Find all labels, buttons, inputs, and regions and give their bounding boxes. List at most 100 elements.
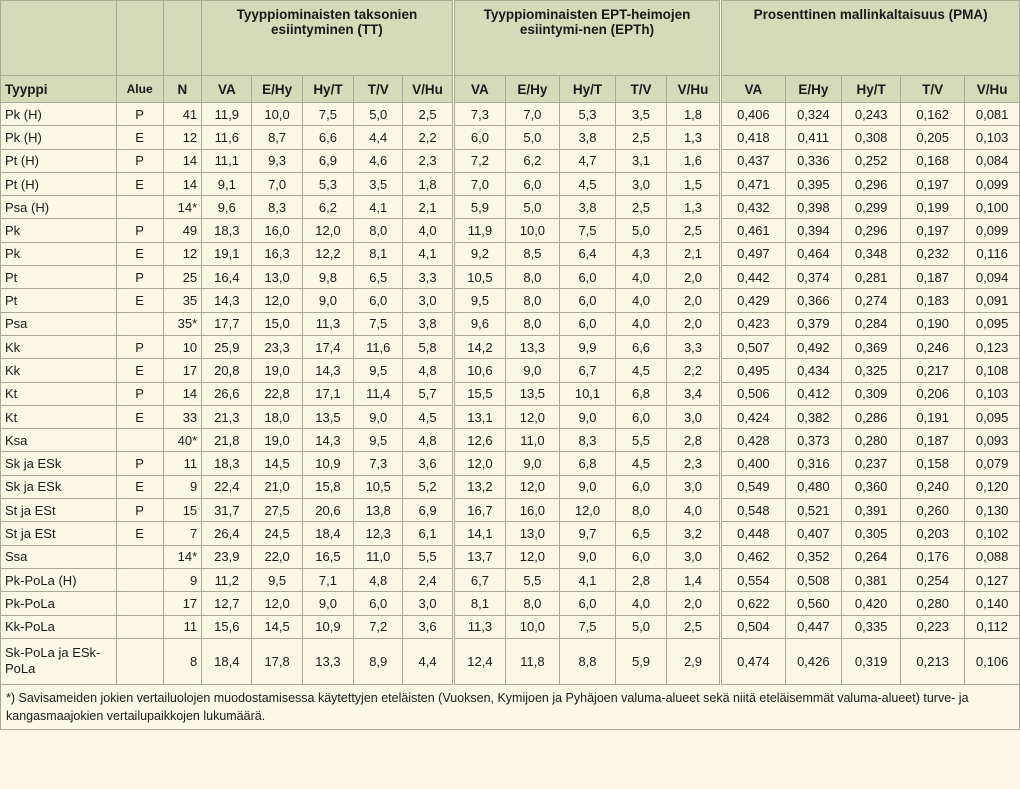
column-header-epth-vhu: V/Hu: [665, 75, 722, 103]
cell-epth: 8,0: [505, 591, 560, 616]
cell-tt: 6,5: [353, 265, 404, 290]
cell-alue: [115, 195, 164, 220]
cell-epth: 7,0: [451, 171, 507, 197]
cell-tt: 11,6: [201, 125, 253, 150]
cell-epth: 7,0: [505, 101, 560, 127]
cell-pma: 0,521: [784, 498, 843, 523]
cell-tyyppi: Kk: [0, 334, 117, 360]
cell-tt: 18,0: [251, 404, 303, 430]
cell-pma: 0,442: [719, 265, 786, 290]
cell-alue: P: [115, 265, 164, 290]
cell-tt: 9,5: [353, 358, 404, 383]
cell-n: 40*: [162, 428, 203, 453]
cell-tt: 8,1: [353, 241, 404, 267]
cell-pma: 0,373: [784, 428, 843, 453]
column-header-pma-hyt: Hy/T: [841, 75, 902, 103]
cell-epth: 6,0: [451, 125, 507, 150]
cell-tt: 11,4: [353, 381, 404, 406]
cell-tt: 19,1: [201, 241, 253, 267]
cell-pma: 0,423: [719, 311, 786, 336]
cell-epth: 6,6: [615, 334, 667, 360]
cell-tt: 4,6: [353, 148, 404, 173]
cell-epth: 10,0: [505, 218, 560, 243]
column-header-alue: Alue: [115, 75, 164, 103]
cell-epth: 12,0: [505, 544, 560, 569]
cell-tt: 27,5: [251, 498, 303, 523]
cell-pma: 0,240: [900, 474, 966, 500]
cell-pma: 0,206: [900, 381, 966, 406]
cell-tt: 22,8: [251, 381, 303, 406]
cell-epth: 2,5: [615, 125, 667, 150]
cell-epth: 5,5: [615, 428, 667, 453]
cell-epth: 6,2: [505, 148, 560, 173]
cell-epth: 5,0: [505, 195, 560, 220]
cell-tt: 5,0: [353, 101, 404, 127]
cell-tt: 13,8: [353, 498, 404, 523]
cell-tt: 11,2: [201, 567, 253, 593]
cell-pma: 0,374: [784, 265, 843, 290]
table-row: Kk P 10 25,9 23,3 17,4 11,6 5,8 14,2 13,3 9,9 6,6 3,…: [0, 334, 1020, 360]
cell-pma: 0,260: [900, 498, 966, 523]
cell-tt: 20,8: [201, 358, 253, 383]
cell-epth: 2,2: [665, 358, 722, 383]
cell-n: 12: [162, 241, 203, 267]
cell-tyyppi: Ksa: [0, 428, 117, 453]
cell-tt: 14,3: [301, 358, 355, 383]
cell-tt: 20,6: [301, 498, 355, 523]
table-row: Sk-PoLa ja ESk-PoLa 8 18,4 17,8 13,3 8,9 4,4 12…: [0, 637, 1020, 685]
cell-tyyppi: Kk: [0, 358, 117, 383]
cell-alue: [115, 591, 164, 616]
table-row: Pk-PoLa 17 12,7 12,0 9,0 6,0 3,0 8,1 8,0 6,0 4,0 2,…: [0, 591, 1020, 616]
cell-pma: 0,426: [784, 637, 843, 685]
cell-tt: 21,0: [251, 474, 303, 500]
cell-tt: 12,7: [201, 591, 253, 616]
cell-pma: 0,108: [964, 358, 1020, 383]
cell-pma: 0,319: [841, 637, 902, 685]
table-row: Sk ja ESk E 9 22,4 21,0 15,8 10,5 5,2 13,2 12,0 9,…: [0, 474, 1020, 500]
cell-epth: 12,0: [558, 498, 617, 523]
cell-pma: 0,094: [964, 265, 1020, 290]
cell-epth: 7,5: [558, 614, 617, 639]
cell-tt: 5,8: [402, 334, 454, 360]
cell-n: 9: [162, 474, 203, 500]
cell-epth: 2,0: [665, 311, 722, 336]
cell-pma: 0,462: [719, 544, 786, 569]
cell-tt: 22,0: [251, 544, 303, 569]
cell-epth: 13,1: [451, 404, 507, 430]
cell-tt: 4,1: [402, 241, 454, 267]
table-row: Pk (H) P 41 11,9 10,0 7,5 5,0 2,5 7,3 7,0 5,3 3,5 1,…: [0, 101, 1020, 127]
cell-pma: 0,420: [841, 591, 902, 616]
cell-tt: 11,0: [353, 544, 404, 569]
cell-pma: 0,381: [841, 567, 902, 593]
cell-tt: 17,1: [301, 381, 355, 406]
cell-epth: 11,8: [505, 637, 560, 685]
cell-pma: 0,252: [841, 148, 902, 173]
cell-alue: [115, 614, 164, 639]
group-header-pma: Prosenttinen mallinkaltaisuus (PMA): [719, 0, 1020, 76]
cell-epth: 8,0: [615, 498, 667, 523]
group-header-epth: Tyyppiominaisten EPT-heimojen esiintymi-…: [451, 0, 722, 76]
cell-alue: P: [115, 101, 164, 127]
cell-epth: 5,0: [615, 218, 667, 243]
column-header-tt-va: VA: [201, 75, 253, 103]
table-row: Pt (H) E 14 9,1 7,0 5,3 3,5 1,8 7,0 6,0 4,5 3,0 1,5 0…: [0, 171, 1020, 197]
cell-pma: 0,197: [900, 171, 966, 197]
cell-n: 14: [162, 381, 203, 406]
cell-epth: 16,7: [451, 498, 507, 523]
cell-pma: 0,127: [964, 567, 1020, 593]
cell-tt: 18,3: [201, 218, 253, 243]
cell-epth: 11,3: [451, 614, 507, 639]
cell-tt: 2,2: [402, 125, 454, 150]
cell-n: 25: [162, 265, 203, 290]
cell-epth: 6,0: [615, 474, 667, 500]
cell-tyyppi: Sk-PoLa ja ESk-PoLa: [0, 637, 117, 685]
cell-tyyppi: Pk-PoLa: [0, 591, 117, 616]
cell-alue: [115, 311, 164, 336]
cell-tt: 5,2: [402, 474, 454, 500]
cell-epth: 2,0: [665, 288, 722, 313]
table-body: Pk (H) P 41 11,9 10,0 7,5 5,0 2,5 7,3 7,0 5,3 3,5 1,…: [0, 101, 1020, 685]
cell-tyyppi: Sk ja ESk: [0, 474, 117, 500]
cell-pma: 0,140: [964, 591, 1020, 616]
cell-tt: 5,7: [402, 381, 454, 406]
